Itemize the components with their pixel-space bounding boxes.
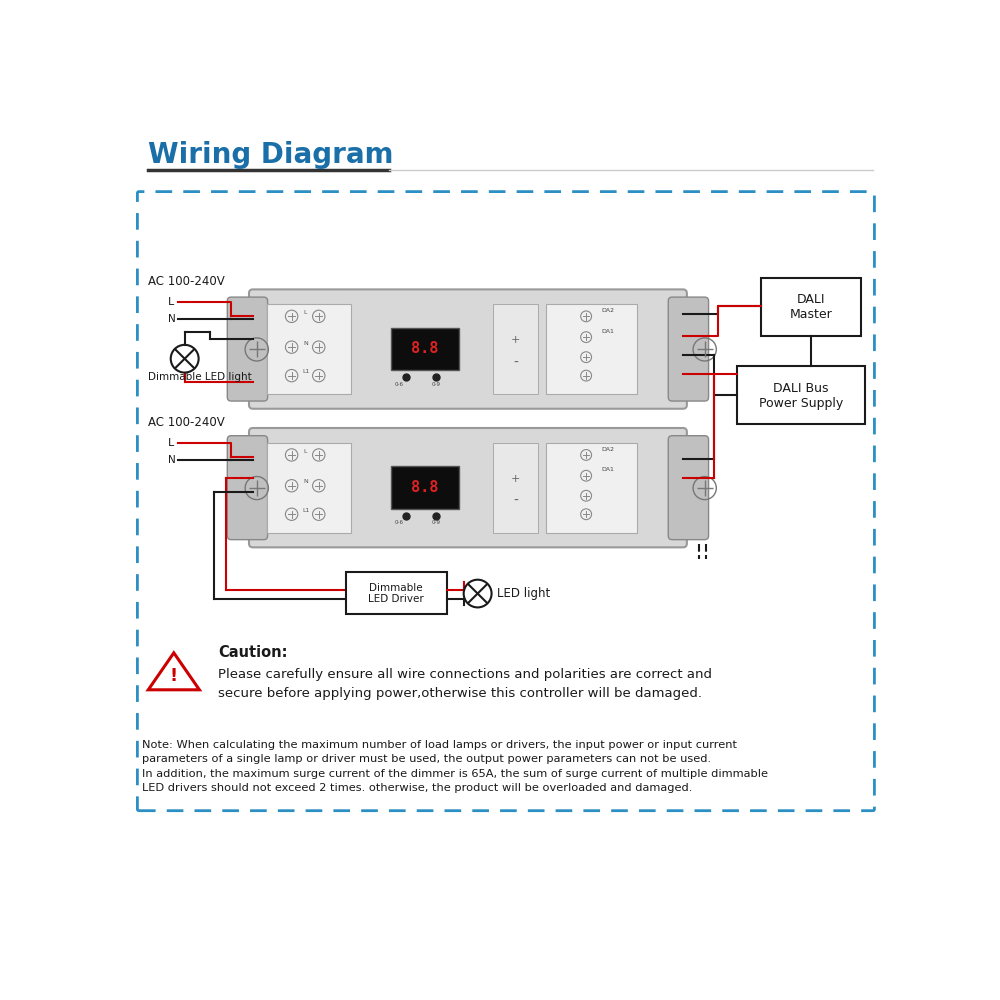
Bar [493, 443, 538, 533]
FancyBboxPatch shape [249, 428, 687, 547]
Text: +: + [511, 335, 520, 345]
Text: -: - [513, 355, 518, 369]
Bar [546, 304, 637, 394]
Text: Dimmable
LED Driver: Dimmable LED Driver [368, 583, 424, 604]
Text: Note: When calculating the maximum number of load lamps or drivers, the input po: Note: When calculating the maximum numbe… [142, 740, 768, 793]
Bar [737, 366, 865, 424]
Text: 0-9: 0-9 [432, 382, 441, 387]
Text: DA1: DA1 [602, 329, 614, 334]
Bar [267, 443, 351, 533]
Text: Caution:: Caution: [218, 645, 288, 660]
Bar [493, 304, 538, 394]
Text: LED light: LED light [497, 587, 550, 600]
FancyBboxPatch shape [137, 192, 874, 811]
Text: +: + [511, 474, 520, 484]
Bar [346, 572, 447, 614]
Text: Wiring Diagram: Wiring Diagram [148, 141, 394, 169]
Text: N: N [168, 314, 175, 324]
Text: L: L [304, 310, 307, 315]
Text: L: L [304, 449, 307, 454]
Bar [267, 304, 351, 394]
Text: DALI
Master: DALI Master [790, 293, 832, 321]
Text: N: N [303, 341, 308, 346]
Text: AC 100-240V: AC 100-240V [148, 275, 225, 288]
Text: L1: L1 [302, 508, 309, 513]
Bar [391, 466, 459, 509]
Text: 8.8: 8.8 [411, 480, 439, 495]
FancyBboxPatch shape [668, 436, 709, 540]
Text: L: L [168, 438, 174, 448]
Text: N: N [168, 455, 175, 465]
Text: Dimmable LED light: Dimmable LED light [148, 372, 252, 382]
Text: DA1: DA1 [602, 467, 614, 472]
Text: !: ! [170, 667, 178, 685]
Text: 0-9: 0-9 [432, 520, 441, 525]
Text: N: N [303, 479, 308, 484]
Text: DALI Bus
Power Supply: DALI Bus Power Supply [759, 382, 843, 410]
Text: 8.8: 8.8 [411, 341, 439, 356]
Text: L1: L1 [302, 369, 309, 374]
Text: -: - [513, 494, 518, 508]
Text: 0-6: 0-6 [395, 382, 404, 387]
Text: DA2: DA2 [602, 308, 615, 314]
Bar [761, 278, 861, 336]
Bar [546, 443, 637, 533]
Text: AC 100-240V: AC 100-240V [148, 416, 225, 429]
FancyBboxPatch shape [668, 297, 709, 401]
FancyBboxPatch shape [227, 436, 268, 540]
Text: DA2: DA2 [602, 447, 615, 452]
Text: Please carefully ensure all wire connections and polarities are correct and
secu: Please carefully ensure all wire connect… [218, 668, 712, 700]
FancyBboxPatch shape [249, 289, 687, 409]
Text: 0-6: 0-6 [395, 520, 404, 525]
FancyBboxPatch shape [227, 297, 268, 401]
Bar [391, 328, 459, 370]
Text: L: L [168, 297, 174, 307]
